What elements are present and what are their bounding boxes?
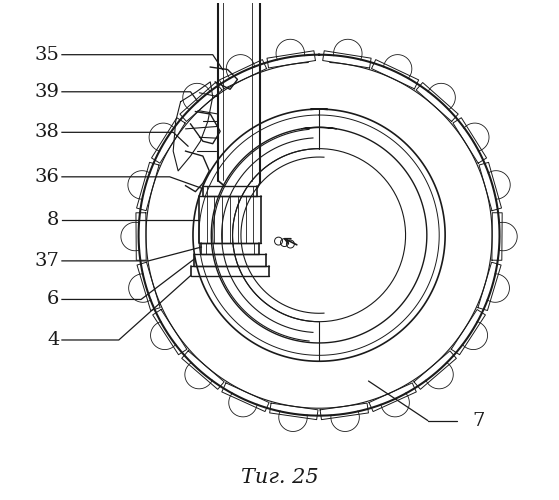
Text: 39: 39 [35, 83, 59, 101]
Text: 4: 4 [47, 331, 59, 349]
Text: 38: 38 [35, 124, 59, 142]
Text: Τиг. 25: Τиг. 25 [241, 468, 318, 487]
Text: 6: 6 [47, 290, 59, 308]
Text: 8: 8 [47, 212, 59, 230]
Text: 36: 36 [35, 168, 59, 186]
Text: 7: 7 [472, 412, 485, 430]
Text: 37: 37 [35, 252, 59, 270]
Text: 35: 35 [35, 46, 59, 64]
